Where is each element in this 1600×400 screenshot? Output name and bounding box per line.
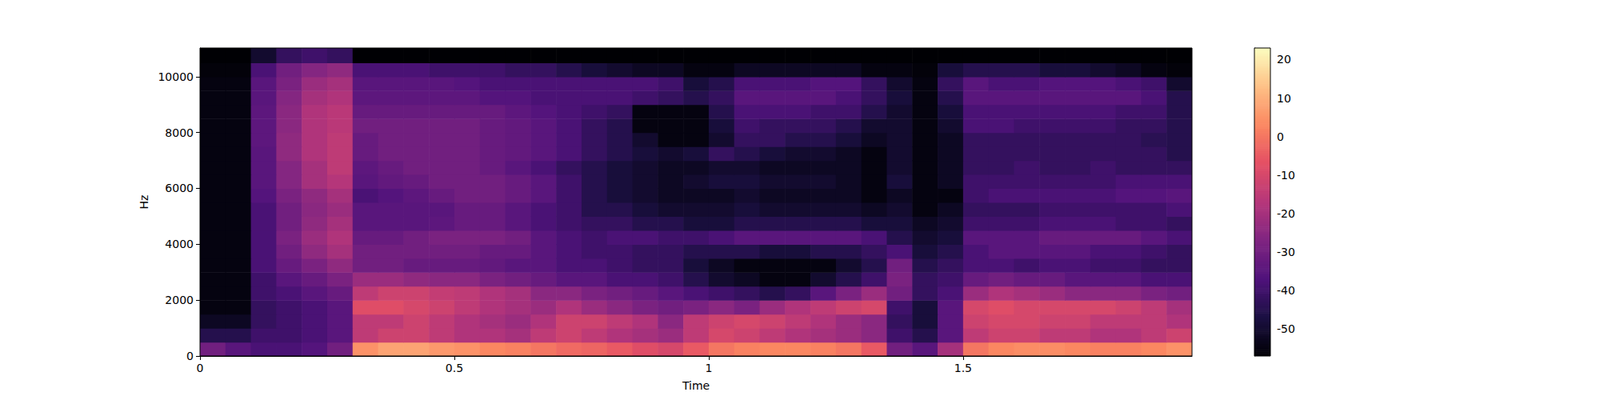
- svg-text:6000: 6000: [164, 181, 194, 195]
- svg-text:1: 1: [704, 361, 712, 375]
- svg-text:-10: -10: [1276, 168, 1296, 182]
- svg-text:0: 0: [186, 349, 194, 363]
- svg-text:20: 20: [1276, 52, 1292, 66]
- svg-text:Hz: Hz: [137, 195, 151, 210]
- svg-text:10: 10: [1276, 92, 1292, 105]
- svg-text:-40: -40: [1276, 284, 1296, 297]
- svg-text:-20: -20: [1276, 207, 1296, 220]
- svg-text:1.5: 1.5: [954, 361, 972, 375]
- svg-text:4000: 4000: [164, 237, 194, 251]
- svg-text:0: 0: [1276, 130, 1284, 144]
- svg-text:0.5: 0.5: [445, 361, 464, 375]
- svg-text:-50: -50: [1276, 322, 1296, 336]
- svg-text:10000: 10000: [157, 70, 194, 84]
- svg-text:2000: 2000: [164, 293, 194, 307]
- svg-text:8000: 8000: [164, 126, 194, 140]
- svg-text:-30: -30: [1276, 245, 1296, 259]
- svg-text:0: 0: [196, 361, 204, 375]
- svg-text:Time: Time: [681, 379, 710, 392]
